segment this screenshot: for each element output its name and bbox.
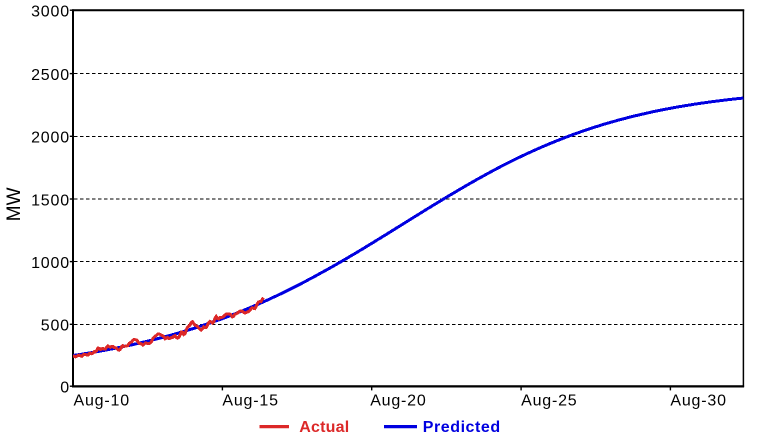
svg-text:1000: 1000 bbox=[31, 255, 70, 272]
svg-text:Aug-30: Aug-30 bbox=[670, 392, 726, 409]
svg-text:0: 0 bbox=[60, 380, 70, 397]
svg-text:500: 500 bbox=[41, 318, 70, 335]
svg-text:Aug-10: Aug-10 bbox=[74, 392, 130, 409]
svg-text:Aug-15: Aug-15 bbox=[222, 392, 278, 409]
svg-text:2000: 2000 bbox=[31, 130, 70, 147]
svg-text:MW: MW bbox=[4, 187, 25, 221]
svg-text:Aug-20: Aug-20 bbox=[370, 392, 426, 409]
svg-text:Actual: Actual bbox=[299, 419, 349, 436]
svg-text:2500: 2500 bbox=[31, 67, 70, 84]
svg-text:Predicted: Predicted bbox=[423, 419, 501, 436]
svg-text:Aug-25: Aug-25 bbox=[521, 392, 577, 409]
svg-text:1500: 1500 bbox=[31, 192, 70, 209]
svg-text:3000: 3000 bbox=[31, 4, 70, 21]
